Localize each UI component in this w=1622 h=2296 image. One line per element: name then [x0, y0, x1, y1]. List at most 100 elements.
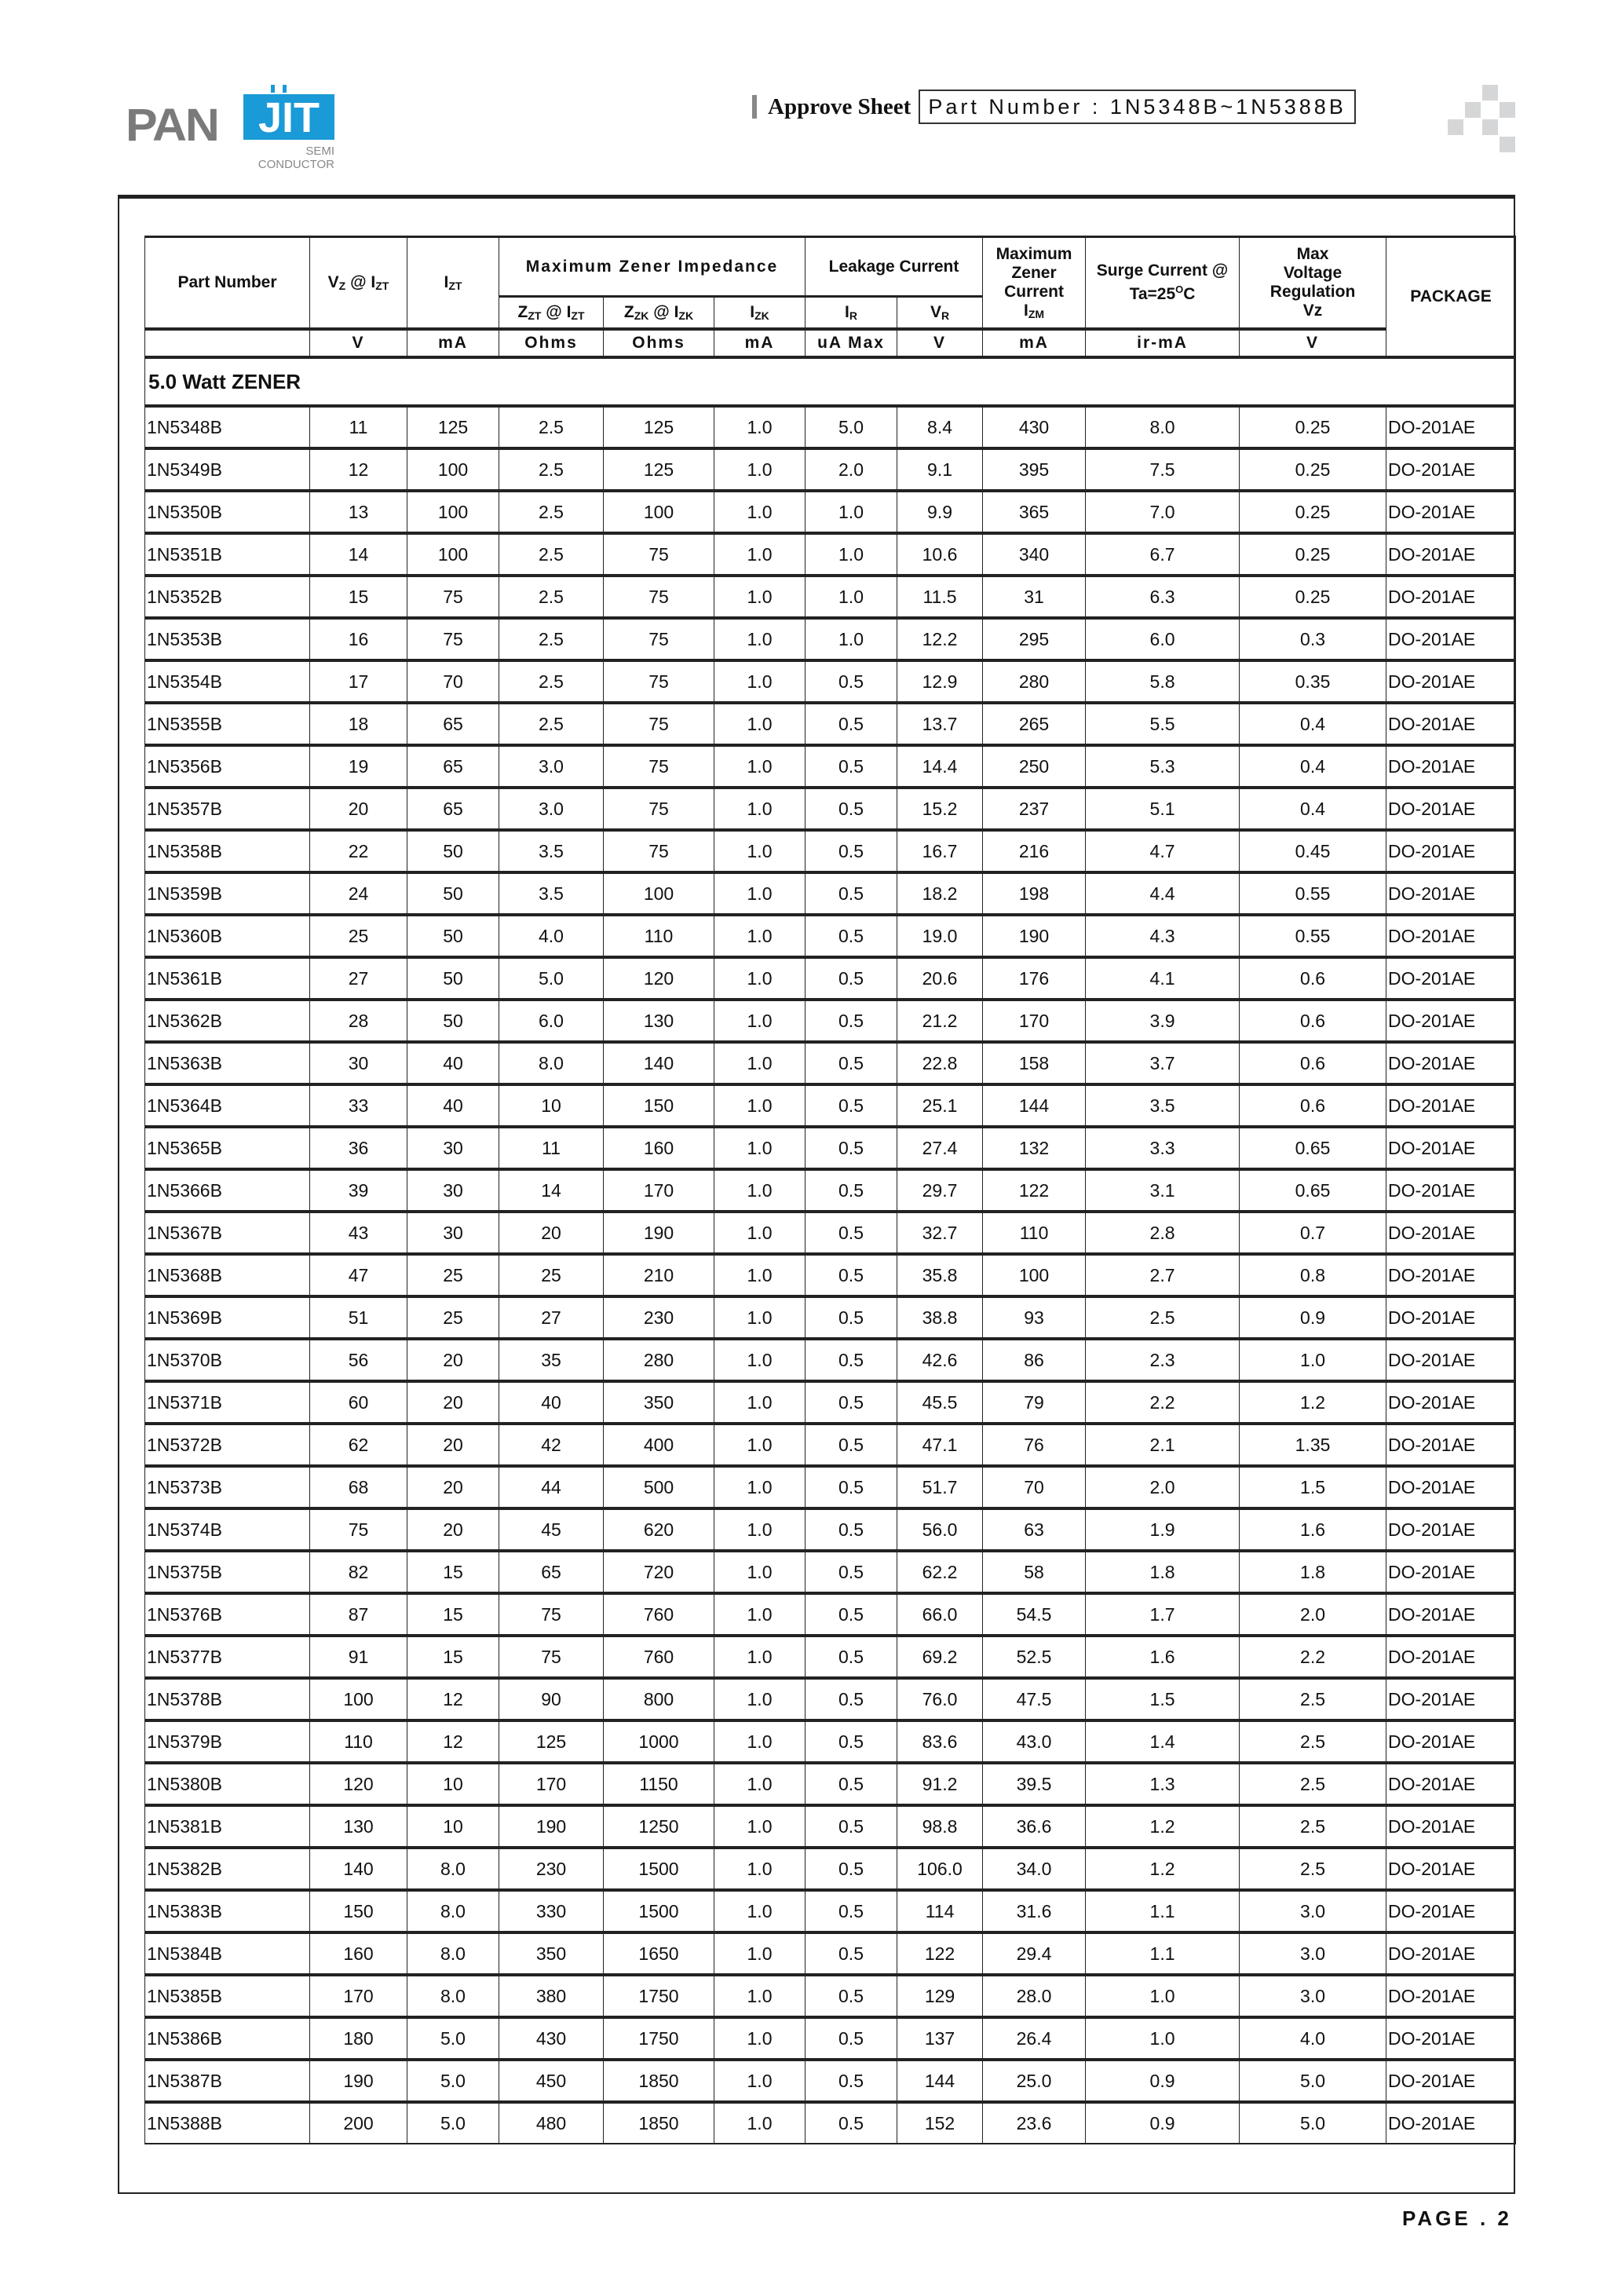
value-cell: 3.0	[1239, 1888, 1387, 1932]
value-cell: 122	[982, 1168, 1087, 1212]
package-cell: DO-201AE	[1386, 956, 1517, 1000]
package-cell: DO-201AE	[1386, 616, 1517, 660]
value-cell: 60	[309, 1380, 407, 1424]
value-cell: 1.0	[805, 616, 898, 660]
value-cell: 1.0	[1085, 2016, 1240, 2060]
value-cell: 86	[982, 1337, 1087, 1381]
value-cell: 0.5	[805, 1804, 898, 1848]
value-cell: 265	[982, 701, 1087, 745]
value-cell: 1.0	[713, 1083, 806, 1127]
value-cell: 1000	[603, 1719, 714, 1763]
unit-cell: V	[897, 327, 984, 357]
value-cell: 47	[309, 1252, 407, 1296]
value-cell: 1.0	[713, 574, 806, 618]
value-cell: 190	[309, 2058, 407, 2102]
unit-cell: Ohms	[499, 327, 604, 357]
value-cell: 100	[982, 1252, 1087, 1296]
package-cell: DO-201AE	[1386, 998, 1517, 1042]
package-cell: DO-201AE	[1386, 1973, 1517, 2017]
col-zzk: ZZK @ IZK	[603, 295, 714, 329]
value-cell: 4.3	[1085, 913, 1240, 957]
value-cell: 2.5	[499, 659, 604, 703]
value-cell: 350	[603, 1380, 714, 1424]
part-number-cell: 1N5372B	[144, 1422, 310, 1466]
logo-semi: SEMI CONDUCTOR	[258, 144, 334, 171]
value-cell: 5.1	[1085, 786, 1240, 830]
value-cell: 1750	[603, 2016, 714, 2060]
value-cell: 2.5	[1239, 1676, 1387, 1720]
value-cell: 0.4	[1239, 786, 1387, 830]
value-cell: 75	[603, 701, 714, 745]
value-cell: 1.0	[805, 574, 898, 618]
value-cell: 75	[603, 828, 714, 872]
value-cell: 35.8	[897, 1252, 984, 1296]
value-cell: 11	[499, 1125, 604, 1169]
table-row: 1N5370B 56 20 35 280 1.0 0.5 42.6 86 2.3 1.0 DO-201…	[144, 1337, 1517, 1381]
value-cell: 0.55	[1239, 913, 1387, 957]
value-cell: 51	[309, 1295, 407, 1339]
value-cell: 230	[499, 1846, 604, 1890]
value-cell: 17	[309, 659, 407, 703]
value-cell: 8.0	[1085, 404, 1240, 448]
value-cell: 20.6	[897, 956, 984, 1000]
value-cell: 620	[603, 1507, 714, 1551]
value-cell: 0.5	[805, 659, 898, 703]
table-row: 1N5374B 75 20 45 620 1.0 0.5 56.0 63 1.9 1.6 DO-201…	[144, 1507, 1517, 1551]
part-number-cell: 1N5359B	[144, 871, 310, 915]
value-cell: 0.5	[805, 1719, 898, 1763]
value-cell: 4.0	[1239, 2016, 1387, 2060]
value-cell: 30	[407, 1210, 499, 1254]
value-cell: 21.2	[897, 998, 984, 1042]
value-cell: 1.0	[713, 1634, 806, 1678]
value-cell: 12.2	[897, 616, 984, 660]
part-number-cell: 1N5383B	[144, 1888, 310, 1932]
package-cell: DO-201AE	[1386, 744, 1517, 788]
value-cell: 1.0	[713, 447, 806, 491]
value-cell: 1.9	[1085, 1507, 1240, 1551]
value-cell: 0.5	[805, 1634, 898, 1678]
value-cell: 170	[499, 1761, 604, 1805]
value-cell: 144	[982, 1083, 1087, 1127]
value-cell: 13	[309, 489, 407, 533]
value-cell: 3.3	[1085, 1125, 1240, 1169]
value-cell: 1.0	[713, 1252, 806, 1296]
value-cell: 130	[309, 1804, 407, 1848]
table-row: 1N5388B 200 5.0 480 1850 1.0 0.5 152 23.6 0.9 5.0 D…	[144, 2100, 1517, 2144]
value-cell: 0.9	[1239, 1295, 1387, 1339]
part-number-cell: 1N5371B	[144, 1380, 310, 1424]
value-cell: 200	[309, 2100, 407, 2144]
value-cell: 36.6	[982, 1804, 1087, 1848]
value-cell: 1850	[603, 2100, 714, 2144]
value-cell: 40	[407, 1083, 499, 1127]
value-cell: 1.2	[1085, 1846, 1240, 1890]
value-cell: 190	[982, 913, 1087, 957]
value-cell: 2.0	[805, 447, 898, 491]
value-cell: 0.5	[805, 1973, 898, 2017]
table-row: 1N5354B 17 70 2.5 75 1.0 0.5 12.9 280 5.8 0.35 DO-2…	[144, 659, 1517, 703]
table-row: 1N5382B 140 8.0 230 1500 1.0 0.5 106.0 34.0 1.2 2.…	[144, 1846, 1517, 1890]
value-cell: 0.5	[805, 1380, 898, 1424]
value-cell: 25	[407, 1252, 499, 1296]
value-cell: 100	[407, 447, 499, 491]
value-cell: 720	[603, 1549, 714, 1593]
value-cell: 25	[499, 1252, 604, 1296]
package-cell: DO-201AE	[1386, 1380, 1517, 1424]
value-cell: 47.1	[897, 1422, 984, 1466]
value-cell: 150	[603, 1083, 714, 1127]
table-row: 1N5360B 25 50 4.0 110 1.0 0.5 19.0 190 4.3 0.55 DO-…	[144, 913, 1517, 957]
value-cell: 50	[407, 956, 499, 1000]
table-row: 1N5380B 120 10 170 1150 1.0 0.5 91.2 39.5 1.3 2.5 D…	[144, 1761, 1517, 1805]
value-cell: 2.8	[1085, 1210, 1240, 1254]
value-cell: 295	[982, 616, 1087, 660]
table-row: 1N5367B 43 30 20 190 1.0 0.5 32.7 110 2.8 0.7 DO-20…	[144, 1210, 1517, 1254]
value-cell: 75	[603, 616, 714, 660]
value-cell: 30	[407, 1168, 499, 1212]
value-cell: 75	[603, 744, 714, 788]
value-cell: 2.1	[1085, 1422, 1240, 1466]
value-cell: 1850	[603, 2058, 714, 2102]
table-row: 1N5381B 130 10 190 1250 1.0 0.5 98.8 36.6 1.2 2.5 D…	[144, 1804, 1517, 1848]
value-cell: 0.5	[805, 2058, 898, 2102]
value-cell: 20	[407, 1507, 499, 1551]
value-cell: 76.0	[897, 1676, 984, 1720]
